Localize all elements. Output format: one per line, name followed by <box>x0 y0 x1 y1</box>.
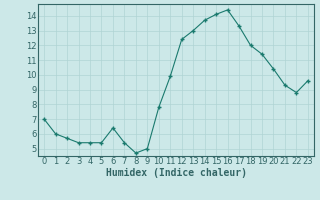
X-axis label: Humidex (Indice chaleur): Humidex (Indice chaleur) <box>106 168 246 178</box>
